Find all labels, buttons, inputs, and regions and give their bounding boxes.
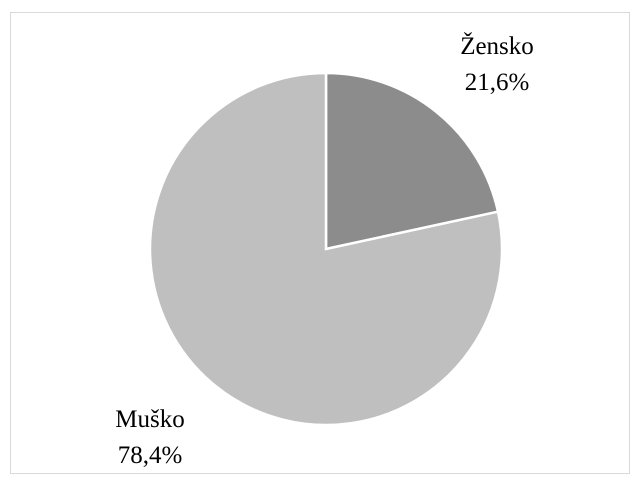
slice-label-musko: Muško [115,406,184,433]
slice-value-zensko: 21,6% [465,69,530,96]
slice-label-zensko: Žensko [460,32,534,60]
pie-slice-zensko [324,71,500,251]
slice-value-musko: 78,4% [118,442,183,469]
pie-slice-musko [148,71,504,427]
pie-slices [148,71,504,427]
